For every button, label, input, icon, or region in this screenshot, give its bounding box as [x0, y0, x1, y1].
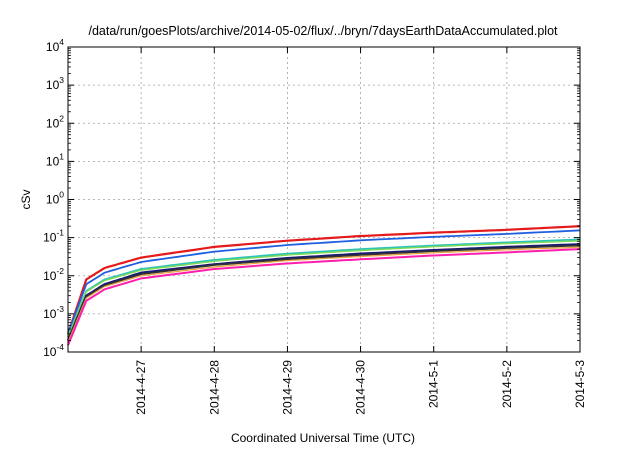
x-tick-label: 2014-4-27 — [134, 360, 148, 415]
series-line-5 — [66, 243, 581, 341]
y-tick-label: 104 — [46, 37, 64, 54]
y-tick-label: 101 — [46, 151, 64, 168]
x-tick-label: 2014-4-28 — [207, 360, 221, 415]
x-tick-label: 2014-5-3 — [573, 360, 587, 408]
x-tick-label: 2014-4-30 — [354, 360, 368, 415]
series-line-7 — [67, 246, 581, 343]
y-tick-label: 103 — [46, 75, 64, 92]
x-axis-label: Coordinated Universal Time (UTC) — [231, 431, 415, 445]
series-line-1 — [66, 225, 581, 335]
series-line-6 — [67, 244, 581, 341]
series-line-2 — [67, 229, 581, 335]
y-tick-label: 10-4 — [43, 342, 64, 359]
y-tick-label: 10-3 — [43, 304, 64, 321]
x-tick-label: 2014-4-29 — [280, 360, 294, 415]
x-tick-label: 2014-5-2 — [500, 360, 514, 408]
axis-ticks: 10-4 10-3 10-2 10-1 100 101 102 103 104 2014-4-27… — [43, 37, 587, 415]
series-line-4 — [67, 240, 581, 338]
y-tick-label: 102 — [46, 113, 64, 130]
grid — [68, 47, 580, 352]
y-tick-label: 10-1 — [43, 228, 64, 245]
x-tick-label: 2014-5-1 — [427, 360, 441, 408]
series-line-8 — [67, 248, 581, 346]
y-axis-label: cSv — [19, 189, 33, 209]
chart-title: /data/run/goesPlots/archive/2014-05-02/f… — [88, 24, 558, 38]
y-tick-label: 10-2 — [43, 266, 64, 283]
series-layer — [66, 225, 581, 346]
y-tick-label: 100 — [46, 190, 64, 207]
series-line-3 — [67, 238, 581, 338]
